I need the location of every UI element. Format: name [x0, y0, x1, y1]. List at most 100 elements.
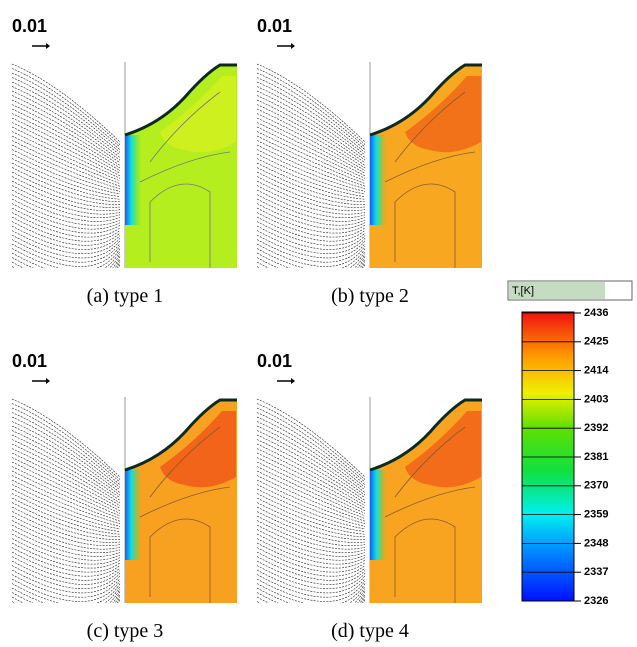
streamline: [12, 542, 121, 569]
streamline: [257, 542, 366, 569]
streamline: [257, 452, 366, 509]
streamline: [257, 144, 366, 190]
streamline: [257, 234, 366, 259]
streamline: [12, 588, 121, 603]
streamline: [257, 569, 366, 594]
streamline: [257, 253, 366, 268]
vector-field: [12, 63, 121, 268]
streamline: [257, 72, 366, 148]
streamline: [12, 520, 121, 550]
tick-label: 2337: [584, 566, 608, 578]
streamline: [257, 403, 366, 480]
streamline: [257, 515, 366, 547]
panel: 0.01 (c) type 3: [12, 351, 237, 642]
tick-label: 2359: [584, 509, 608, 521]
streamline: [257, 239, 366, 263]
streamline: [12, 560, 121, 585]
streamline: [12, 538, 121, 565]
streamline: [257, 502, 366, 538]
streamline: [12, 225, 121, 250]
streamline: [12, 122, 121, 177]
streamline: [12, 234, 121, 259]
streamline: [12, 176, 121, 208]
tick-label: 2436: [584, 307, 608, 319]
streamline: [12, 421, 121, 491]
streamline: [12, 479, 121, 525]
streamline: [12, 569, 121, 594]
streamline: [257, 461, 366, 514]
streamline: [257, 207, 366, 234]
streamline: [12, 251, 121, 268]
streamline: [12, 180, 121, 212]
vector-field: [257, 398, 366, 603]
streamline: [257, 479, 366, 525]
arrow-head: [291, 43, 295, 49]
streamline: [12, 221, 121, 246]
streamline: [12, 149, 121, 192]
streamline: [12, 502, 121, 538]
streamline: [12, 497, 121, 535]
streamline: [12, 452, 121, 509]
tick-label: 2425: [584, 336, 608, 348]
streamline: [257, 506, 366, 540]
streamline: [257, 212, 366, 238]
streamline: [257, 153, 366, 195]
streamline: [12, 243, 121, 267]
field: [12, 62, 237, 268]
streamline: [12, 448, 121, 506]
streamline: [257, 556, 366, 581]
streamline: [12, 565, 121, 589]
streamline: [12, 515, 121, 547]
streamline: [12, 475, 121, 522]
streamline: [12, 578, 121, 602]
streamline: [12, 104, 121, 166]
streamline: [257, 149, 366, 192]
field: [257, 62, 482, 268]
streamline: [12, 207, 121, 234]
streamline: [257, 593, 366, 603]
streamline: [257, 194, 366, 222]
streamline: [257, 586, 366, 603]
streamline: [257, 475, 366, 522]
streamline: [257, 95, 366, 161]
streamline: [12, 117, 121, 174]
streamline: [257, 117, 366, 174]
streamline: [12, 488, 121, 530]
panel: 0.01 (d) type 4: [257, 351, 482, 642]
streamline: [257, 108, 366, 169]
contour: [139, 426, 231, 603]
tick-label: 2392: [584, 422, 608, 434]
streamline: [257, 140, 366, 187]
streamline: [12, 398, 121, 478]
streamline: [12, 466, 121, 517]
streamline: [257, 529, 366, 557]
streamline: [12, 113, 121, 171]
streamline: [257, 113, 366, 171]
streamline: [12, 198, 121, 226]
streamline: [257, 430, 366, 496]
streamline: [257, 216, 366, 242]
streamline: [257, 135, 366, 184]
hot-zone: [405, 76, 481, 153]
panel: 0.01 (a) type 1: [12, 16, 237, 307]
streamline: [257, 258, 366, 268]
streamline: [257, 565, 366, 589]
streamline: [12, 153, 121, 195]
tick-label: 2370: [584, 480, 608, 492]
streamline: [257, 524, 366, 554]
wall-layer: [125, 470, 141, 560]
streamline: [257, 126, 366, 179]
streamline: [12, 434, 121, 499]
streamline: [257, 578, 366, 602]
streamline: [12, 511, 121, 543]
streamline: [257, 493, 366, 532]
streamline: [257, 104, 366, 166]
streamline: [257, 122, 366, 177]
streamline: [257, 551, 366, 577]
streamline: [257, 538, 366, 565]
streamline: [257, 189, 366, 219]
streamline: [12, 194, 121, 222]
streamline: [257, 448, 366, 506]
streamline: [257, 484, 366, 527]
streamline: [12, 551, 121, 577]
